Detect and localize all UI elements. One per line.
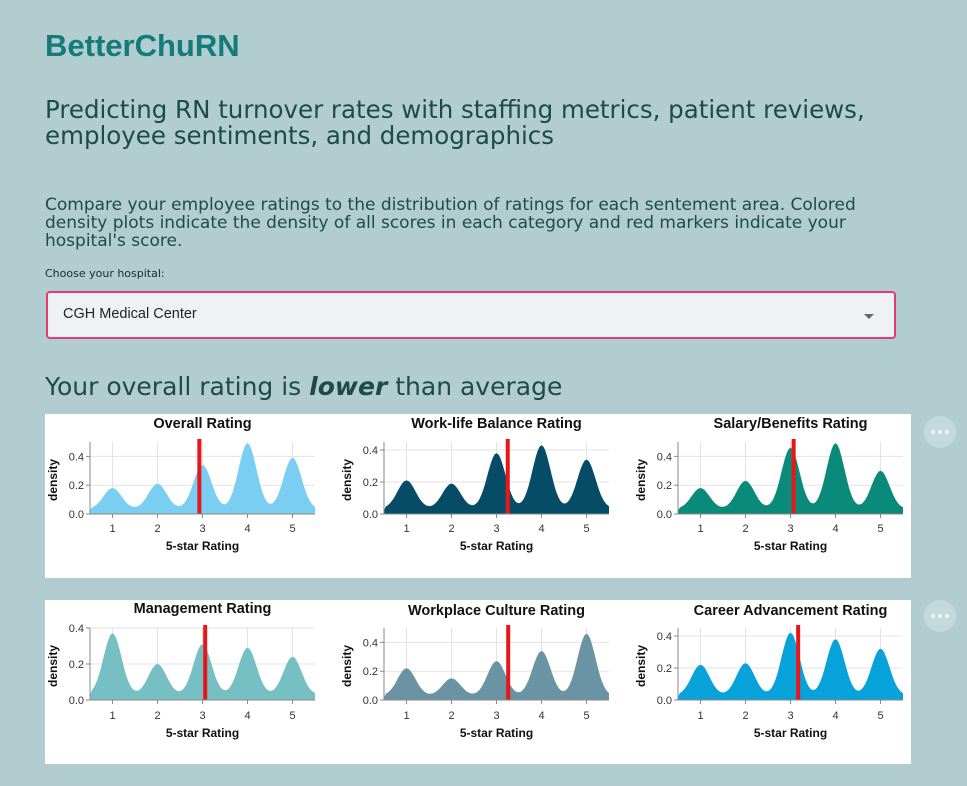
app-title: BetterChuRN <box>45 28 240 63</box>
x-tick-label: 3 <box>787 523 793 535</box>
hospital-select[interactable]: CGH Medical Center <box>46 291 896 339</box>
y-tick-label: 0.2 <box>657 663 672 675</box>
y-tick-label: 0.2 <box>363 477 378 489</box>
x-tick-label: 3 <box>199 710 205 722</box>
y-tick-label: 0.2 <box>69 659 84 671</box>
y-tick-label: 0.4 <box>69 623 84 635</box>
x-tick-label: 1 <box>697 523 703 535</box>
density-chart: 0.0 0.2 0.4 1 2 3 4 5 Work-life Balance Rating 5-… <box>340 416 609 553</box>
y-axis-label: density <box>634 645 648 687</box>
hospital-select-value: CGH Medical Center <box>63 306 197 322</box>
x-tick-label: 5 <box>877 710 883 722</box>
hospital-score-marker <box>796 625 801 700</box>
chart-row-1: 0.0 0.2 0.4 1 2 3 4 5 Overall Rating 5-star Ratin… <box>45 414 911 578</box>
y-axis-label: density <box>46 645 60 687</box>
chart-title: Career Advancement Rating <box>694 603 888 619</box>
y-tick-label: 0.0 <box>69 695 84 707</box>
chart-title: Work-life Balance Rating <box>411 416 582 432</box>
x-tick-label: 2 <box>448 523 454 535</box>
x-tick-label: 4 <box>244 710 250 722</box>
more-horizontal-icon[interactable] <box>924 416 956 448</box>
description-text: Compare your employee ratings to the dis… <box>45 195 856 251</box>
y-axis-label: density <box>340 645 354 687</box>
x-tick-label: 4 <box>538 710 544 722</box>
x-tick-label: 4 <box>832 710 838 722</box>
x-axis-label: 5-star Rating <box>754 539 827 553</box>
density-chart: 0.0 0.2 0.4 1 2 3 4 5 Workplace Culture Rating 5-… <box>340 603 609 740</box>
caret-down-icon[interactable] <box>864 314 874 319</box>
y-tick-label: 0.4 <box>657 631 672 643</box>
density-area <box>678 443 903 514</box>
density-area <box>678 632 903 700</box>
x-tick-label: 3 <box>199 523 205 535</box>
y-tick-label: 0.2 <box>363 666 378 678</box>
y-tick-label: 0.4 <box>657 451 672 463</box>
density-chart: 0.0 0.2 0.4 1 2 3 4 5 Management Rating 5-star Ra… <box>46 601 315 740</box>
y-tick-label: 0.4 <box>363 445 378 457</box>
hospital-score-marker <box>505 439 510 514</box>
hospital-select-label: Choose your hospital: <box>45 267 165 280</box>
y-tick-label: 0.4 <box>363 637 378 649</box>
overall-suffix: than average <box>387 372 563 401</box>
hospital-score-marker <box>791 439 796 514</box>
x-tick-label: 4 <box>244 523 250 535</box>
hospital-score-marker <box>197 439 202 514</box>
x-axis-label: 5-star Rating <box>460 539 533 553</box>
x-tick-label: 1 <box>403 710 409 722</box>
x-tick-label: 1 <box>697 710 703 722</box>
x-tick-label: 2 <box>154 523 160 535</box>
overall-prefix: Your overall rating is <box>45 372 310 401</box>
x-tick-label: 2 <box>448 710 454 722</box>
hospital-score-marker <box>506 625 511 700</box>
x-tick-label: 2 <box>742 523 748 535</box>
chart-row-2: 0.0 0.2 0.4 1 2 3 4 5 Management Rating 5-star Ra… <box>45 600 911 764</box>
x-tick-label: 2 <box>154 710 160 722</box>
x-tick-label: 1 <box>403 523 409 535</box>
x-axis-label: 5-star Rating <box>166 726 239 740</box>
y-axis-label: density <box>46 459 60 501</box>
x-tick-label: 1 <box>109 710 115 722</box>
density-area <box>384 633 609 700</box>
density-area <box>384 445 609 514</box>
chart-title: Management Rating <box>134 601 272 617</box>
density-area <box>90 633 315 700</box>
y-tick-label: 0.0 <box>69 509 84 521</box>
chart-title: Workplace Culture Rating <box>408 603 585 619</box>
x-tick-label: 4 <box>538 523 544 535</box>
x-tick-label: 4 <box>832 523 838 535</box>
y-tick-label: 0.0 <box>657 509 672 521</box>
overall-emphasis: lower <box>309 372 388 401</box>
y-tick-label: 0.4 <box>69 451 84 463</box>
x-tick-label: 5 <box>289 710 295 722</box>
x-tick-label: 1 <box>109 523 115 535</box>
x-tick-label: 5 <box>289 523 295 535</box>
density-chart: 0.0 0.2 0.4 1 2 3 4 5 Overall Rating 5-star Ratin… <box>46 416 315 553</box>
chart-title: Overall Rating <box>153 416 251 432</box>
y-axis-label: density <box>634 459 648 501</box>
density-chart: 0.0 0.2 0.4 1 2 3 4 5 Career Advancement Rating 5… <box>634 603 903 740</box>
x-tick-label: 3 <box>787 710 793 722</box>
x-axis-label: 5-star Rating <box>460 726 533 740</box>
x-tick-label: 2 <box>742 710 748 722</box>
x-tick-label: 5 <box>877 523 883 535</box>
y-tick-label: 0.0 <box>363 695 378 707</box>
x-tick-label: 5 <box>583 523 589 535</box>
hospital-score-marker <box>203 625 208 700</box>
y-tick-label: 0.2 <box>657 480 672 492</box>
x-tick-label: 3 <box>493 710 499 722</box>
chart-title: Salary/Benefits Rating <box>714 416 868 432</box>
overall-rating-message: Your overall rating is lower than averag… <box>45 372 562 401</box>
density-area <box>90 443 315 514</box>
more-horizontal-icon[interactable] <box>924 600 956 632</box>
density-chart: 0.0 0.2 0.4 1 2 3 4 5 Salary/Benefits Rating 5-st… <box>634 416 903 553</box>
x-axis-label: 5-star Rating <box>754 726 827 740</box>
x-tick-label: 5 <box>583 710 589 722</box>
x-axis-label: 5-star Rating <box>166 539 239 553</box>
x-tick-label: 3 <box>493 523 499 535</box>
y-tick-label: 0.2 <box>69 480 84 492</box>
page-subtitle: Predicting RN turnover rates with staffi… <box>45 95 865 150</box>
y-tick-label: 0.0 <box>657 695 672 707</box>
y-axis-label: density <box>340 459 354 501</box>
y-tick-label: 0.0 <box>363 509 378 521</box>
